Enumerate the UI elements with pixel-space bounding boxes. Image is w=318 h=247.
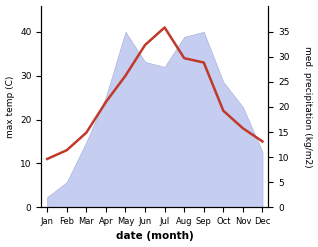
Y-axis label: med. precipitation (kg/m2): med. precipitation (kg/m2): [303, 45, 313, 167]
X-axis label: date (month): date (month): [116, 231, 194, 242]
Y-axis label: max temp (C): max temp (C): [5, 75, 15, 138]
